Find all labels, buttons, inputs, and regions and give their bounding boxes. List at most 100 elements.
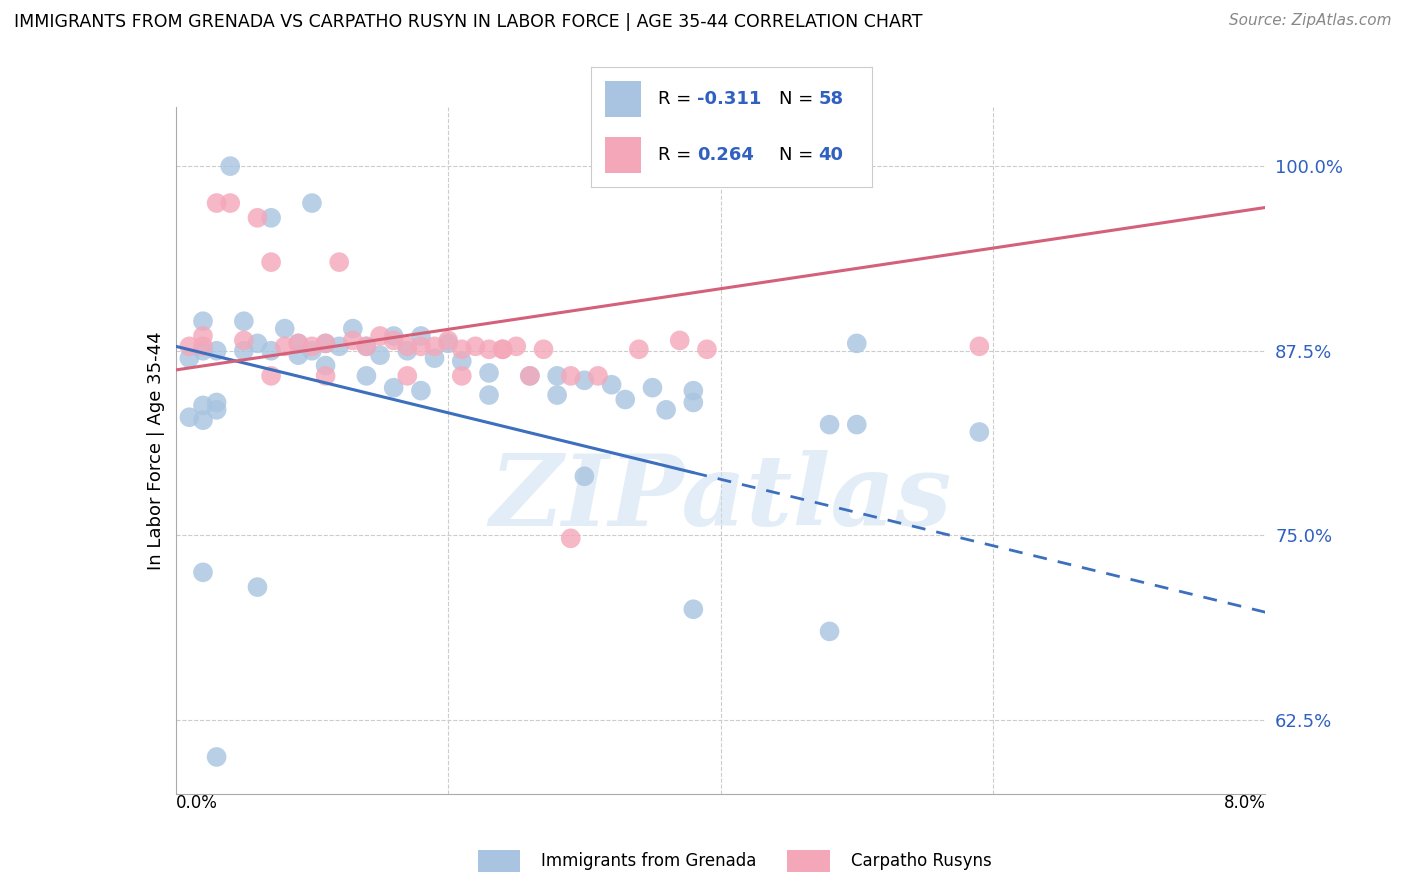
Point	[574, 373, 596, 387]
Point	[682, 395, 704, 409]
Y-axis label: In Labor Force | Age 35-44: In Labor Force | Age 35-44	[146, 331, 165, 570]
Point	[205, 395, 228, 409]
Point	[301, 339, 323, 353]
Point	[315, 336, 337, 351]
Point	[655, 402, 678, 417]
Point	[668, 334, 690, 348]
Point	[696, 343, 718, 357]
FancyBboxPatch shape	[605, 81, 641, 118]
Point	[409, 384, 432, 398]
Text: IMMIGRANTS FROM GRENADA VS CARPATHO RUSYN IN LABOR FORCE | AGE 35-44 CORRELATION: IMMIGRANTS FROM GRENADA VS CARPATHO RUSY…	[14, 13, 922, 31]
Point	[191, 329, 214, 343]
Text: 40: 40	[818, 145, 844, 164]
Point	[260, 343, 283, 358]
Text: 0.0%: 0.0%	[176, 794, 218, 812]
Point	[232, 334, 254, 348]
Point	[478, 366, 501, 380]
Point	[368, 348, 391, 362]
Point	[191, 314, 214, 328]
Point	[682, 602, 704, 616]
Point	[315, 359, 337, 373]
Point	[818, 624, 841, 639]
Point	[969, 339, 991, 353]
Point	[450, 354, 472, 368]
Text: R =: R =	[658, 90, 697, 109]
Point	[219, 196, 242, 211]
Point	[328, 339, 350, 353]
Point	[600, 377, 623, 392]
Text: Carpatho Rusyns: Carpatho Rusyns	[851, 852, 991, 870]
Text: 8.0%: 8.0%	[1223, 794, 1265, 812]
Point	[260, 211, 283, 225]
Point	[315, 368, 337, 383]
Point	[274, 339, 297, 353]
Point	[219, 159, 242, 173]
Point	[356, 339, 378, 353]
Point	[191, 413, 214, 427]
Point	[641, 381, 664, 395]
Point	[328, 255, 350, 269]
Point	[492, 343, 515, 357]
Point	[191, 398, 214, 412]
Point	[191, 343, 214, 358]
Point	[287, 336, 309, 351]
Point	[396, 368, 419, 383]
Point	[586, 368, 609, 383]
Point	[682, 384, 704, 398]
Point	[560, 532, 582, 546]
Point	[464, 339, 486, 353]
Point	[627, 343, 650, 357]
Point	[260, 368, 283, 383]
Point	[818, 417, 841, 432]
Text: ZIPatlas: ZIPatlas	[489, 450, 952, 547]
Text: R =: R =	[658, 145, 697, 164]
Point	[450, 343, 472, 357]
Point	[533, 343, 555, 357]
Point	[560, 368, 582, 383]
Point	[205, 750, 228, 764]
Point	[969, 425, 991, 439]
Point	[246, 211, 269, 225]
FancyBboxPatch shape	[478, 849, 520, 872]
Point	[423, 351, 446, 366]
Point	[179, 410, 201, 425]
Point	[492, 343, 515, 357]
Point	[478, 343, 501, 357]
Point	[382, 381, 405, 395]
Point	[368, 329, 391, 343]
Point	[845, 336, 868, 351]
Point	[423, 339, 446, 353]
Point	[246, 580, 269, 594]
Point	[301, 343, 323, 358]
Text: Source: ZipAtlas.com: Source: ZipAtlas.com	[1229, 13, 1392, 29]
Point	[519, 368, 541, 383]
Point	[519, 368, 541, 383]
Point	[396, 343, 419, 358]
Point	[179, 351, 201, 366]
Point	[246, 336, 269, 351]
Point	[574, 469, 596, 483]
Point	[382, 334, 405, 348]
Point	[205, 196, 228, 211]
Point	[191, 339, 214, 353]
Text: 58: 58	[818, 90, 844, 109]
Text: N =: N =	[779, 145, 818, 164]
Point	[409, 339, 432, 353]
Point	[437, 336, 460, 351]
Point	[546, 388, 568, 402]
Point	[191, 566, 214, 580]
Point	[356, 368, 378, 383]
Point	[382, 329, 405, 343]
Point	[614, 392, 637, 407]
Point	[179, 339, 201, 353]
Point	[205, 343, 228, 358]
Point	[845, 417, 868, 432]
Point	[232, 314, 254, 328]
FancyBboxPatch shape	[787, 849, 830, 872]
Point	[396, 339, 419, 353]
Text: 0.264: 0.264	[697, 145, 754, 164]
Point	[478, 388, 501, 402]
Point	[274, 321, 297, 335]
Point	[287, 336, 309, 351]
Point	[301, 196, 323, 211]
